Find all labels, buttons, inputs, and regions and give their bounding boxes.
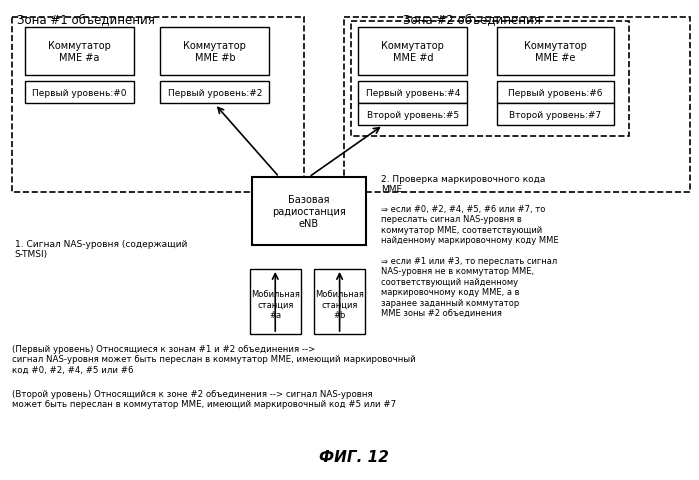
FancyBboxPatch shape [359,104,468,126]
FancyBboxPatch shape [252,178,366,245]
Text: Коммутатор
MME #e: Коммутатор MME #e [524,41,587,63]
Text: (Первый уровень) Относящиеся к зонам #1 и #2 объединения -->
сигнал NAS-уровня м: (Первый уровень) Относящиеся к зонам #1 … [12,344,416,374]
Text: Коммутатор
MME #b: Коммутатор MME #b [183,41,246,63]
Text: Второй уровень:#5: Второй уровень:#5 [367,110,459,119]
FancyBboxPatch shape [24,82,134,104]
Text: 1. Сигнал NAS-уровня (содержащий
S-TMSI): 1. Сигнал NAS-уровня (содержащий S-TMSI) [15,240,187,259]
FancyBboxPatch shape [160,82,269,104]
Text: ⇒ если #0, #2, #4, #5, #6 или #7, то
переслать сигнал NAS-уровня в
коммутатор MM: ⇒ если #0, #2, #4, #5, #6 или #7, то пер… [381,204,559,317]
Text: Второй уровень:#7: Второй уровень:#7 [510,110,602,119]
Text: Мобильная
станция
#b: Мобильная станция #b [315,289,364,319]
FancyBboxPatch shape [359,82,468,104]
Text: Первый уровень:#0: Первый уровень:#0 [32,88,127,97]
Text: Зона #2 объединения: Зона #2 объединения [403,13,541,26]
Text: Первый уровень:#6: Первый уровень:#6 [508,88,603,97]
Text: Первый уровень:#2: Первый уровень:#2 [168,88,262,97]
FancyBboxPatch shape [497,104,614,126]
Text: Первый уровень:#4: Первый уровень:#4 [366,88,460,97]
Text: Зона #1 объединения: Зона #1 объединения [17,13,155,26]
FancyBboxPatch shape [250,269,301,334]
FancyBboxPatch shape [497,28,614,76]
Text: Коммутатор
MME #d: Коммутатор MME #d [382,41,445,63]
FancyBboxPatch shape [359,28,468,76]
Text: Коммутатор
MME #a: Коммутатор MME #a [48,41,110,63]
Text: Мобильная
станция
#a: Мобильная станция #a [251,289,300,319]
FancyBboxPatch shape [24,28,134,76]
FancyBboxPatch shape [160,28,269,76]
FancyBboxPatch shape [497,82,614,104]
Text: Базовая
радиостанция
eNB: Базовая радиостанция eNB [272,195,346,228]
Text: (Второй уровень) Относящийся к зоне #2 объединения --> сигнал NAS-уровня
может б: (Второй уровень) Относящийся к зоне #2 о… [12,389,396,408]
FancyBboxPatch shape [314,269,366,334]
Text: ФИГ. 12: ФИГ. 12 [319,449,389,464]
Text: 2. Проверка маркировочного кода
MME: 2. Проверка маркировочного кода MME [381,175,545,194]
